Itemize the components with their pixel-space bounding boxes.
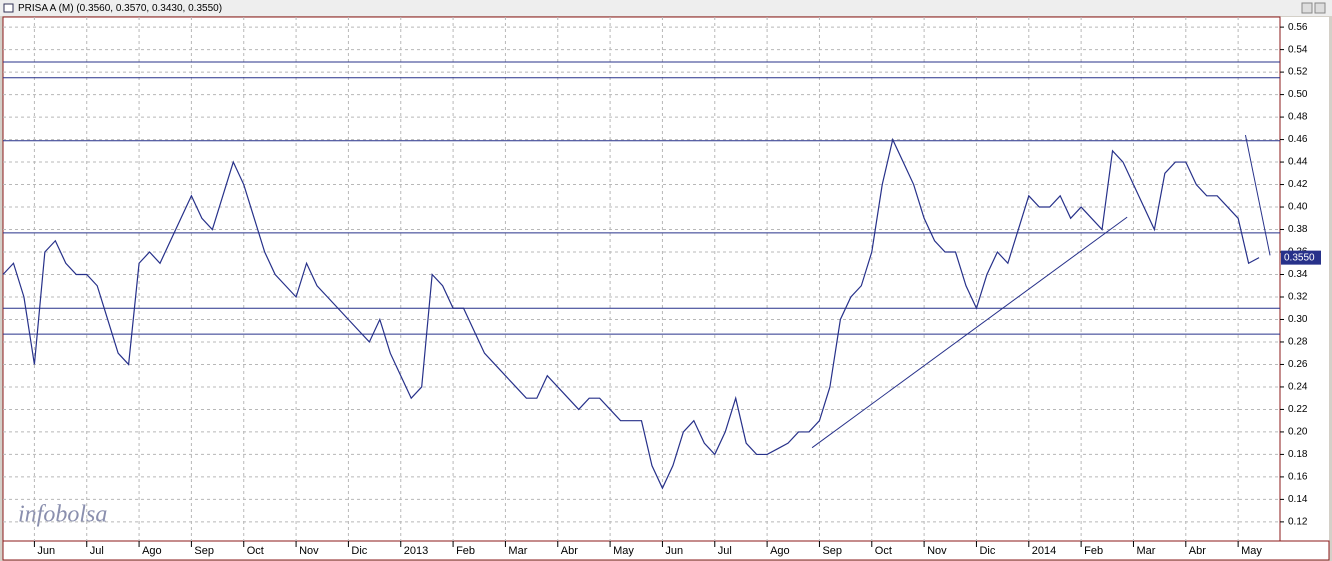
y-tick-label: 0.32 [1288,292,1308,303]
x-tick-label: Sep [822,545,842,557]
x-tick-label: Sep [194,545,214,557]
x-tick-label: Ago [770,545,790,557]
x-tick-label: Jun [665,545,683,557]
y-tick-label: 0.42 [1288,179,1308,190]
y-tick-label: 0.22 [1288,404,1308,415]
x-tick-label: Oct [247,545,264,557]
trend-line [1244,134,1271,256]
chart-title: PRISA A (M) (0.3560, 0.3570, 0.3430, 0.3… [18,3,222,14]
x-tick-label: 2014 [1032,545,1056,557]
x-tick-label: Abr [561,545,578,557]
x-tick-label: 2013 [404,545,428,557]
maximize-button[interactable] [1314,2,1326,14]
y-tick-label: 0.16 [1288,472,1308,483]
minimize-button[interactable] [1301,2,1313,14]
plot-background [3,17,1329,541]
last-price-box [1281,250,1321,265]
x-axis-strip [2,540,1330,561]
y-tick-label: 0.18 [1288,449,1308,460]
y-tick-label: 0.54 [1288,44,1308,55]
y-tick-label: 0.28 [1288,337,1308,348]
x-tick-label: Jul [718,545,732,557]
title-bar [0,0,1332,16]
y-tick-label: 0.40 [1288,202,1308,213]
y-tick-label: 0.46 [1288,134,1308,145]
x-tick-label: Mar [508,545,527,557]
trend-line [811,216,1128,449]
y-tick-label: 0.30 [1288,314,1308,325]
x-tick-label: Feb [1084,545,1103,557]
x-tick-label: May [1241,545,1262,557]
x-tick-label: Dic [979,545,995,557]
x-tick-label: Nov [299,545,319,557]
y-tick-label: 0.26 [1288,359,1308,370]
title-icon [3,3,14,13]
last-price-label: 0.3550 [1284,252,1315,263]
y-tick-label: 0.34 [1288,269,1308,280]
y-tick-label: 0.44 [1288,157,1308,168]
x-tick-label: Jun [37,545,55,557]
x-tick-label: Feb [456,545,475,557]
y-tick-label: 0.20 [1288,427,1308,438]
x-tick-label: Jul [90,545,104,557]
x-tick-label: Mar [1136,545,1155,557]
x-tick-label: Oct [875,545,892,557]
y-tick-label: 0.56 [1288,22,1308,33]
price-line [2,137,1260,490]
y-tick-label: 0.12 [1288,517,1308,528]
y-tick-label: 0.38 [1288,224,1308,235]
watermark: infobolsa [18,502,107,528]
x-tick-label: Abr [1189,545,1206,557]
x-tick-label: May [613,545,634,557]
y-tick-label: 0.50 [1288,89,1308,100]
x-tick-label: Dic [351,545,367,557]
y-tick-label: 0.48 [1288,112,1308,123]
y-tick-label: 0.14 [1288,494,1308,505]
x-tick-label: Nov [927,545,947,557]
y-tick-label: 0.24 [1288,382,1308,393]
x-tick-label: Ago [142,545,162,557]
y-tick-label: 0.52 [1288,67,1308,78]
